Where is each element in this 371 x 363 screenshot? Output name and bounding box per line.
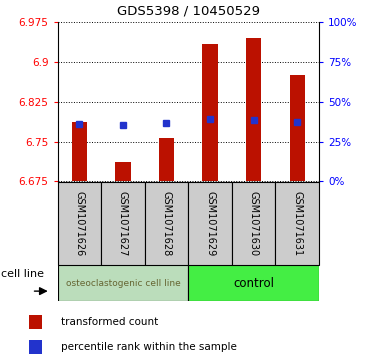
Bar <box>159 138 174 182</box>
Bar <box>188 182 232 265</box>
Bar <box>188 265 319 301</box>
Text: control: control <box>233 277 274 290</box>
Bar <box>58 182 101 265</box>
Bar <box>232 182 276 265</box>
Bar <box>203 44 218 182</box>
Text: GSM1071627: GSM1071627 <box>118 191 128 256</box>
Text: cell line: cell line <box>1 269 44 279</box>
Bar <box>145 182 188 265</box>
Bar <box>246 38 261 182</box>
Title: GDS5398 / 10450529: GDS5398 / 10450529 <box>117 5 260 18</box>
Bar <box>58 265 188 301</box>
Text: transformed count: transformed count <box>62 317 159 327</box>
Text: GSM1071626: GSM1071626 <box>74 191 84 256</box>
Bar <box>275 182 319 265</box>
Bar <box>115 162 131 182</box>
Text: GSM1071631: GSM1071631 <box>292 191 302 256</box>
Text: osteoclastogenic cell line: osteoclastogenic cell line <box>66 279 180 287</box>
Text: GSM1071629: GSM1071629 <box>205 191 215 256</box>
Text: GSM1071628: GSM1071628 <box>161 191 171 256</box>
Text: GSM1071630: GSM1071630 <box>249 191 259 256</box>
Bar <box>29 340 42 354</box>
Bar <box>29 315 42 329</box>
Bar <box>72 122 87 182</box>
Bar <box>101 182 145 265</box>
Bar <box>290 75 305 182</box>
Text: percentile rank within the sample: percentile rank within the sample <box>62 342 237 352</box>
